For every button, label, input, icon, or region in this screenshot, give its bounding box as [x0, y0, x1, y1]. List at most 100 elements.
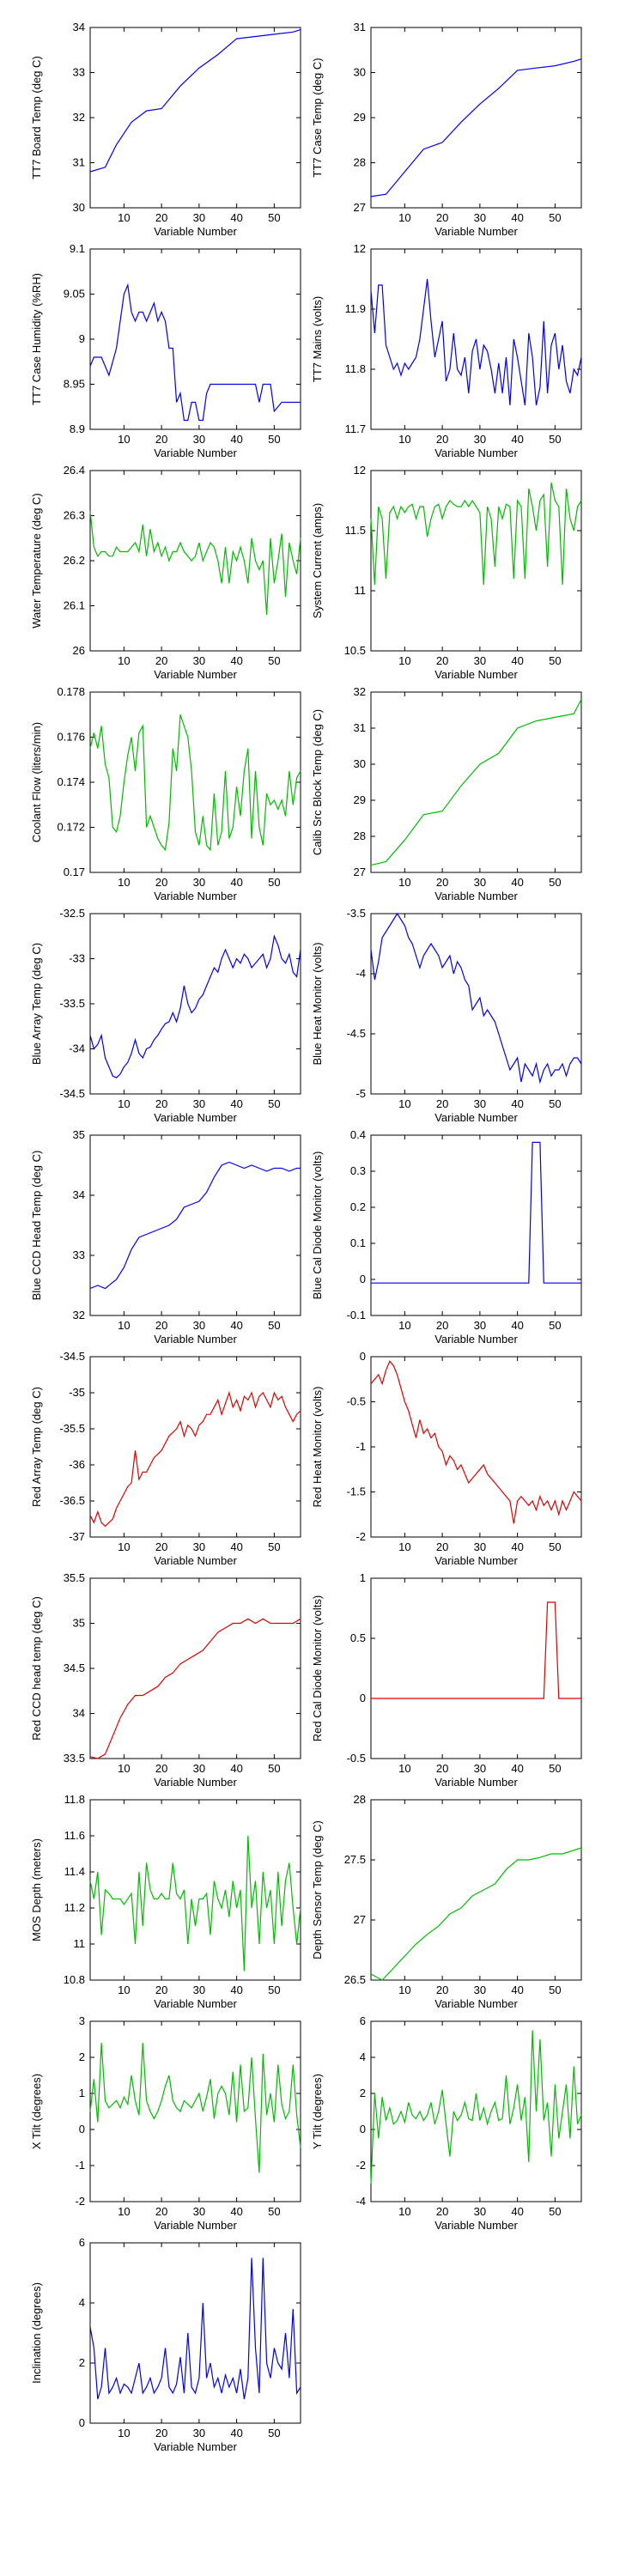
y-axis-label: Blue CCD Head Temp (deg C)	[30, 1151, 43, 1301]
series-line	[370, 278, 582, 406]
x-tick-label: 20	[155, 433, 167, 446]
x-tick-label: 50	[268, 211, 280, 224]
x-tick-label: 10	[398, 1540, 410, 1553]
x-tick-label: 20	[436, 1097, 448, 1110]
y-tick-label: 0.5	[350, 1631, 366, 1644]
y-tick-label: 11.8	[64, 1793, 85, 1806]
x-tick-label: 40	[511, 1319, 523, 1332]
y-tick-label: 9.05	[64, 288, 85, 301]
x-tick-label: 30	[474, 211, 486, 224]
y-tick-label: 0.4	[350, 1128, 366, 1141]
x-tick-label: 50	[549, 1540, 561, 1553]
x-axis-label: Variable Number	[154, 2440, 237, 2453]
x-tick-label: 50	[268, 1097, 280, 1110]
y-tick-label: 29	[354, 793, 366, 806]
y-tick-label: -2	[355, 1530, 366, 1543]
y-tick-label: 4	[360, 2050, 366, 2063]
y-axis-label: TT7 Board Temp (deg C)	[30, 56, 43, 179]
x-axis-label: Variable Number	[434, 1776, 518, 1789]
chart-panel-11: 32 33 34 35 10 20 30 40 50 Variable Number Blue CC…	[30, 1128, 301, 1346]
y-tick-label: -0.5	[347, 1752, 366, 1765]
y-tick-label: 33	[73, 66, 85, 79]
y-tick-label: 26.1	[64, 599, 85, 612]
y-tick-label: 28	[354, 1793, 366, 1806]
y-tick-label: -34.5	[59, 1087, 85, 1100]
y-tick-label: -1.5	[347, 1485, 366, 1498]
chart-panel-7: 0.17 0.172 0.174 0.176 0.178 10 20 30 40 50 Variab…	[30, 685, 301, 902]
x-tick-label: 10	[118, 654, 130, 667]
chart-panel-17: 10.8 11 11.2 11.4 11.6 11.8 10 20 30 40 50 Variable…	[30, 1793, 301, 2010]
x-tick-label: 10	[398, 1319, 410, 1332]
y-tick-label: 0	[360, 1273, 366, 1285]
x-tick-label: 30	[193, 1984, 205, 1996]
x-tick-label: 30	[193, 1540, 205, 1553]
y-tick-label: 0.176	[57, 731, 85, 744]
y-tick-label: -0.1	[347, 1309, 366, 1321]
series-line	[89, 1618, 301, 1759]
y-tick-label: 35.5	[64, 1571, 85, 1584]
x-axis-label: Variable Number	[154, 447, 237, 459]
x-tick-label: 20	[155, 1319, 167, 1332]
x-tick-label: 10	[118, 1762, 130, 1775]
y-tick-label: -2	[75, 2195, 85, 2208]
y-tick-label: 0.172	[57, 821, 85, 834]
series-line	[89, 2257, 301, 2400]
x-axis-label: Variable Number	[154, 1554, 237, 1567]
chart-panel-9: -34.5 -34 -33.5 -33 -32.5 10 20 30 40 50 Variable …	[30, 907, 301, 1124]
y-tick-label: -3.5	[347, 907, 366, 920]
y-tick-label: 11.5	[345, 524, 366, 537]
y-axis-label: Blue Cal Diode Monitor (volts)	[311, 1151, 324, 1300]
x-tick-label: 10	[398, 433, 410, 446]
y-tick-label: 28	[354, 829, 366, 842]
x-tick-label: 10	[118, 1540, 130, 1553]
x-tick-label: 40	[511, 1984, 523, 1996]
x-axis-label: Variable Number	[434, 447, 518, 459]
x-tick-label: 50	[268, 433, 280, 446]
y-axis-label: Water Temperature (deg C)	[30, 493, 43, 629]
x-tick-label: 10	[118, 2205, 130, 2218]
x-tick-label: 20	[436, 1319, 448, 1332]
y-tick-label: 2	[360, 2087, 366, 2099]
y-tick-label: 0	[360, 1692, 366, 1704]
chart-panel-10: -5 -4.5 -4 -3.5 10 20 30 40 50 Variable Number Blu…	[311, 907, 582, 1124]
chart-panel-6: 10.5 11 11.5 12 10 20 30 40 50 Variable Number Sys…	[311, 464, 582, 681]
y-tick-label: 0.17	[64, 866, 85, 878]
y-tick-label: -4	[355, 967, 366, 980]
plot-frame	[370, 913, 582, 1095]
series-line	[89, 2043, 301, 2173]
y-tick-label: 31	[354, 21, 366, 33]
x-tick-label: 40	[511, 1540, 523, 1553]
y-tick-label: 11.8	[345, 362, 366, 375]
x-tick-label: 30	[474, 1984, 486, 1996]
x-tick-label: 50	[268, 654, 280, 667]
x-axis-label: Variable Number	[154, 1111, 237, 1124]
x-tick-label: 40	[511, 1762, 523, 1775]
y-tick-label: -2	[355, 2159, 366, 2172]
plot-frame	[89, 2020, 301, 2202]
y-axis-label: TT7 Case Humidity (%RH)	[30, 273, 43, 405]
series-line	[370, 1847, 582, 1981]
x-tick-label: 20	[436, 2205, 448, 2218]
y-tick-label: 27	[354, 866, 366, 878]
y-tick-label: 30	[73, 201, 85, 214]
y-tick-label: -1	[75, 2159, 85, 2172]
chart-panel-2: 27 28 29 30 31 10 20 30 40 50 Variable Number TT7 C…	[311, 21, 582, 238]
y-axis-label: TT7 Case Temp (deg C)	[311, 58, 324, 177]
y-tick-label: 9.1	[70, 242, 85, 255]
y-axis-label: Blue Heat Monitor (volts)	[311, 942, 324, 1065]
chart-panel-13: -37 -36.5 -36 -35.5 -35 -34.5 10 20 30 40 50 Variab…	[30, 1350, 301, 1567]
plot-frame	[89, 27, 301, 209]
y-tick-label: 35	[73, 1128, 85, 1141]
x-tick-label: 20	[155, 1984, 167, 1996]
x-tick-label: 50	[268, 2427, 280, 2439]
y-axis-label: Y Tilt (degrees)	[311, 2074, 324, 2149]
x-tick-label: 10	[118, 2427, 130, 2439]
x-tick-label: 40	[230, 1762, 242, 1775]
x-tick-label: 10	[118, 1984, 130, 1996]
y-tick-label: 0	[360, 2123, 366, 2136]
y-tick-label: 0	[79, 2123, 85, 2136]
x-tick-label: 50	[549, 2205, 561, 2218]
plot-frame	[370, 1577, 582, 1759]
plot-frame	[370, 2020, 582, 2202]
x-axis-label: Variable Number	[154, 2219, 237, 2232]
